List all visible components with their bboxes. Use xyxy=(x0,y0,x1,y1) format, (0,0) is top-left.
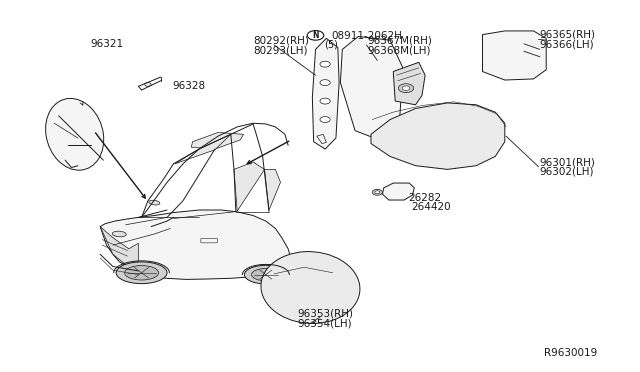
Ellipse shape xyxy=(148,200,160,205)
Text: R9630019: R9630019 xyxy=(544,348,597,358)
Text: 96367M(RH): 96367M(RH) xyxy=(368,35,433,45)
Polygon shape xyxy=(483,31,546,80)
FancyBboxPatch shape xyxy=(201,238,218,243)
Polygon shape xyxy=(100,227,138,267)
Circle shape xyxy=(320,61,330,67)
Text: 96321: 96321 xyxy=(90,39,123,49)
Circle shape xyxy=(398,84,413,93)
Polygon shape xyxy=(394,62,425,105)
Ellipse shape xyxy=(125,266,159,280)
Text: 96354(LH): 96354(LH) xyxy=(298,318,353,328)
Text: 26282: 26282 xyxy=(408,193,441,203)
Ellipse shape xyxy=(252,269,280,281)
Polygon shape xyxy=(317,134,326,144)
Circle shape xyxy=(372,189,383,195)
Circle shape xyxy=(320,80,330,86)
Text: 96368M(LH): 96368M(LH) xyxy=(368,45,431,55)
Polygon shape xyxy=(383,183,414,200)
Text: 264420: 264420 xyxy=(411,202,451,212)
Circle shape xyxy=(307,31,324,40)
Polygon shape xyxy=(312,38,339,149)
Text: 08911-2062H: 08911-2062H xyxy=(332,31,403,41)
Circle shape xyxy=(320,116,330,122)
Text: 96301(RH): 96301(RH) xyxy=(540,157,596,167)
Ellipse shape xyxy=(45,99,104,170)
Text: 96366(LH): 96366(LH) xyxy=(540,39,595,49)
Polygon shape xyxy=(175,134,231,164)
Ellipse shape xyxy=(116,262,167,283)
Circle shape xyxy=(402,86,410,90)
Text: (5): (5) xyxy=(324,40,339,50)
Text: 96365(RH): 96365(RH) xyxy=(540,30,596,40)
Text: 96353(RH): 96353(RH) xyxy=(298,308,354,318)
Text: 80292(RH): 80292(RH) xyxy=(253,35,309,45)
Circle shape xyxy=(145,83,151,86)
Text: 80293(LH): 80293(LH) xyxy=(253,45,308,55)
Polygon shape xyxy=(340,36,403,142)
Circle shape xyxy=(320,98,330,104)
Text: 96328: 96328 xyxy=(172,81,205,91)
Ellipse shape xyxy=(244,265,287,284)
Text: N: N xyxy=(312,31,319,40)
Ellipse shape xyxy=(261,251,360,324)
Polygon shape xyxy=(371,103,505,169)
Text: 96302(LH): 96302(LH) xyxy=(540,167,595,177)
Circle shape xyxy=(375,191,380,194)
Polygon shape xyxy=(234,162,264,211)
Polygon shape xyxy=(191,132,244,149)
Ellipse shape xyxy=(113,231,126,237)
Polygon shape xyxy=(264,169,280,210)
Polygon shape xyxy=(100,210,291,279)
